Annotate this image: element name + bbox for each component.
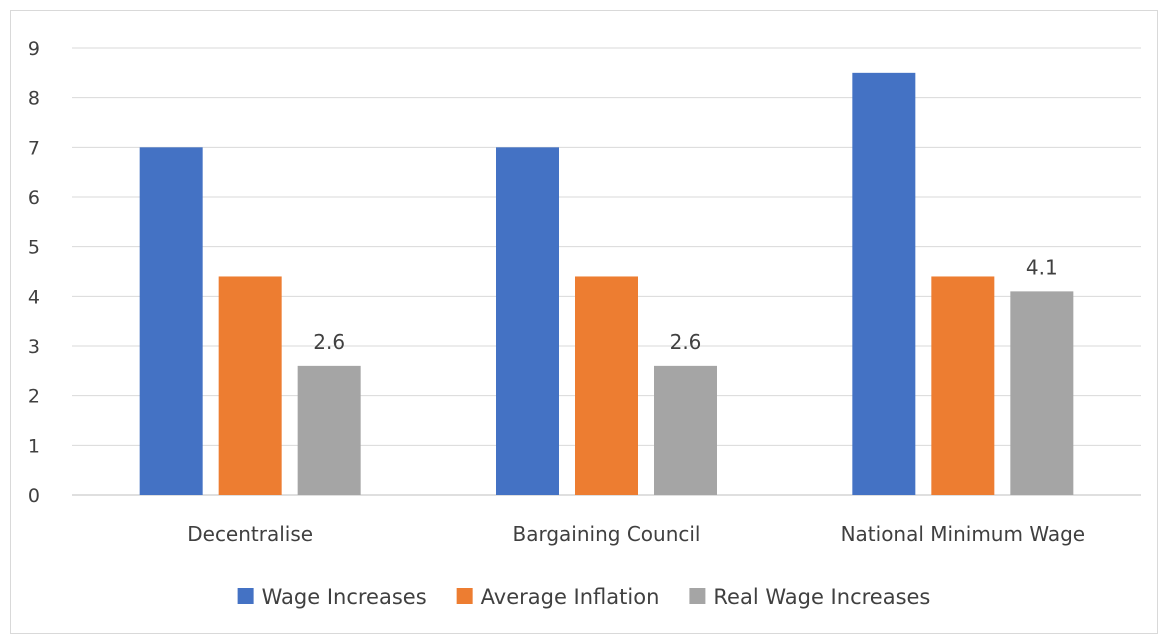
y-tick-label: 9	[28, 38, 40, 60]
bar-real-wage-increases	[654, 365, 717, 495]
bar-average-inflation	[931, 276, 995, 495]
bar-wage-increases	[852, 72, 916, 496]
y-tick-label: 2	[28, 386, 40, 408]
legend-label: Wage Increases	[262, 585, 427, 609]
y-tick-label: 3	[28, 336, 40, 358]
legend: Wage Increases Average Inflation Real Wage…	[237, 585, 930, 609]
y-tick-label: 1	[28, 435, 40, 457]
data-label: 2.6	[313, 330, 345, 354]
legend-item-average-inflation: Average Inflation	[456, 585, 660, 609]
bar-average-inflation	[218, 276, 282, 495]
category-label: Decentralise	[187, 522, 313, 546]
y-tick-label: 6	[28, 187, 40, 209]
data-label: 4.1	[1026, 255, 1058, 279]
legend-swatch	[237, 588, 254, 604]
legend-item-wage-increases: Wage Increases	[237, 585, 427, 609]
y-tick-label: 5	[28, 237, 40, 259]
y-tick-label: 4	[28, 286, 40, 308]
bar-average-inflation	[575, 276, 638, 495]
category-label: National Minimum Wage	[841, 522, 1086, 546]
legend-swatch	[689, 588, 706, 604]
y-tick-label: 7	[28, 137, 40, 159]
bar-real-wage-increases	[1010, 291, 1074, 495]
legend-label: Real Wage Increases	[713, 585, 930, 609]
bars	[139, 72, 1074, 496]
bar-wage-increases	[496, 147, 559, 496]
legend-label: Average Inflation	[481, 585, 660, 609]
y-tick-label: 8	[28, 88, 40, 110]
category-label: Bargaining Council	[513, 522, 701, 546]
chart-frame: 0 1 2 3 4 5 6 7 8 9 2.6 2.6 4.1 Decentralise Bargain…	[10, 10, 1158, 634]
x-axis-categories: Decentralise Bargaining Council National M…	[187, 522, 1085, 546]
data-label: 2.6	[670, 330, 702, 354]
bar-chart: 0 1 2 3 4 5 6 7 8 9 2.6 2.6 4.1 Decentralise Bargain…	[28, 38, 1141, 609]
legend-swatch	[456, 588, 473, 604]
bar-real-wage-increases	[297, 365, 361, 495]
legend-item-real-wage-increases: Real Wage Increases	[689, 585, 930, 609]
y-tick-label: 0	[28, 485, 40, 507]
data-labels: 2.6 2.6 4.1	[313, 255, 1057, 354]
bar-wage-increases	[139, 147, 203, 496]
y-axis-ticks: 0 1 2 3 4 5 6 7 8 9	[28, 38, 40, 507]
